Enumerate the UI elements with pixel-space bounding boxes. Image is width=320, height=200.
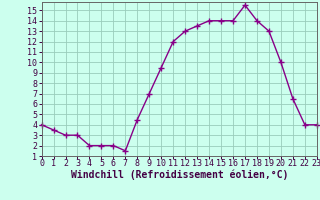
X-axis label: Windchill (Refroidissement éolien,°C): Windchill (Refroidissement éolien,°C) — [70, 169, 288, 180]
